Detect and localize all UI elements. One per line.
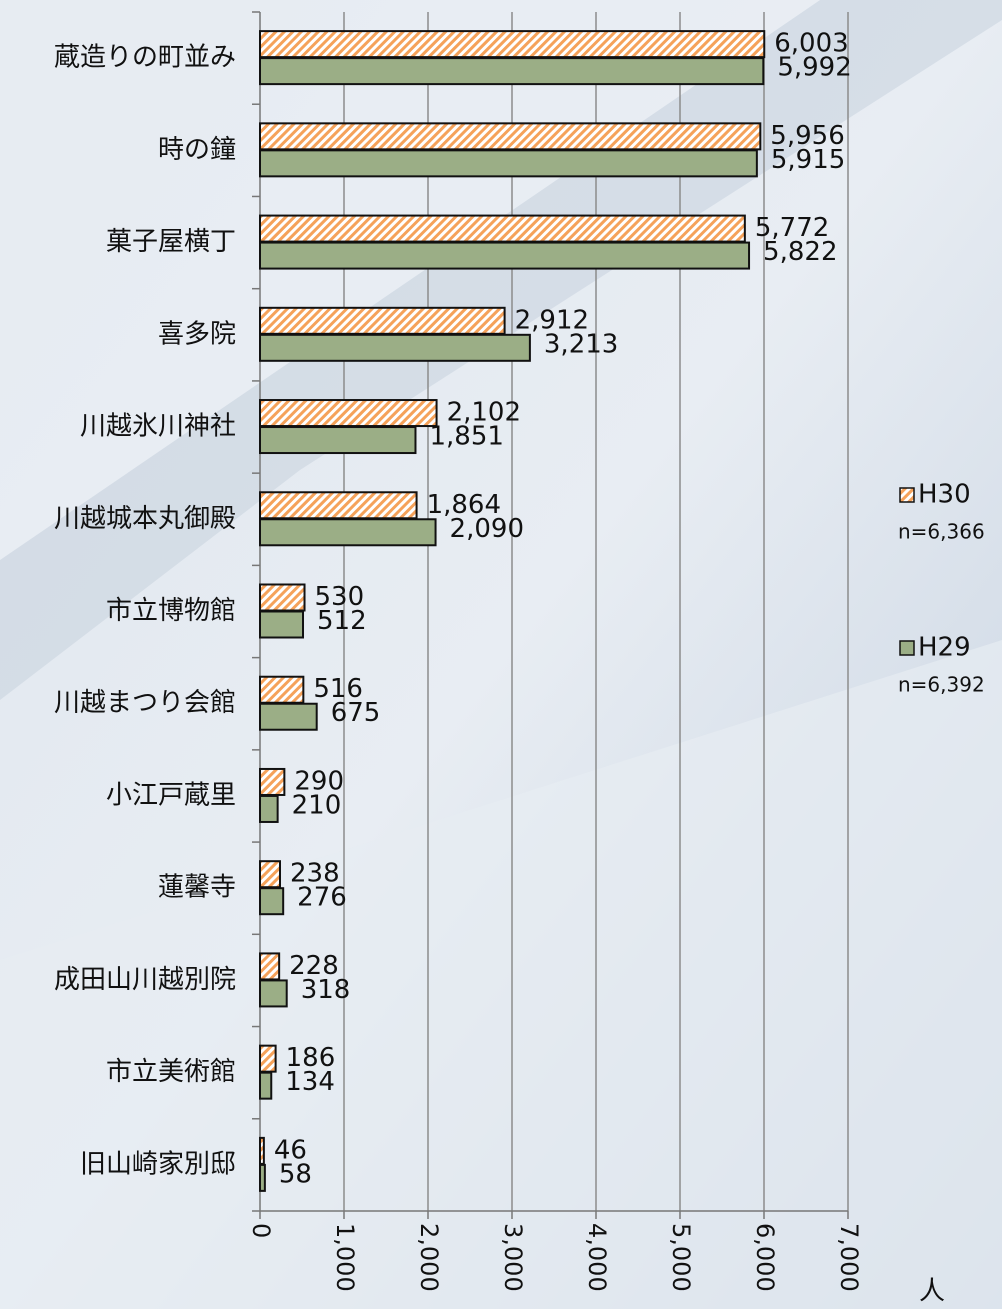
value-label: 46 bbox=[274, 1135, 307, 1165]
value-label: 675 bbox=[331, 698, 381, 728]
y-tick-label: 時の鐘 bbox=[158, 135, 236, 165]
value-label: 6,003 bbox=[774, 29, 848, 59]
bar bbox=[259, 122, 762, 151]
value-label: 516 bbox=[313, 674, 363, 704]
value-label: 228 bbox=[289, 951, 339, 981]
x-tick-label: 1,000 bbox=[331, 1223, 359, 1292]
legend-swatch bbox=[899, 487, 915, 503]
legend-note: n=6,392 bbox=[898, 673, 985, 697]
y-tick-label: 旧山崎家別邸 bbox=[80, 1149, 236, 1179]
value-label: 210 bbox=[292, 790, 342, 820]
bar bbox=[259, 887, 285, 916]
bar bbox=[259, 979, 288, 1008]
value-label: 2,912 bbox=[515, 305, 589, 335]
y-tick-label: 喜多院 bbox=[158, 319, 236, 349]
value-label: 1,851 bbox=[429, 422, 503, 452]
value-label: 134 bbox=[285, 1067, 335, 1097]
x-tick-label: 3,000 bbox=[499, 1223, 527, 1292]
value-label: 3,213 bbox=[544, 329, 618, 359]
y-tick-label: 小江戸蔵里 bbox=[106, 780, 236, 810]
bar bbox=[259, 57, 765, 86]
bar bbox=[259, 1044, 277, 1073]
value-label: 318 bbox=[301, 975, 351, 1005]
value-label: 276 bbox=[297, 883, 347, 913]
bar bbox=[259, 491, 418, 520]
bar bbox=[259, 702, 318, 731]
legend-label: H30 bbox=[918, 480, 971, 510]
value-label: 290 bbox=[294, 766, 344, 796]
y-tick-label: 菓子屋横丁 bbox=[106, 227, 236, 257]
y-tick-label: 蔵造りの町並み bbox=[54, 43, 236, 73]
value-label: 530 bbox=[315, 582, 365, 612]
value-label: 186 bbox=[286, 1043, 336, 1073]
unit-label: 人 bbox=[919, 1277, 945, 1307]
x-tick-label: 7,000 bbox=[835, 1223, 863, 1292]
value-label: 5,956 bbox=[770, 121, 844, 151]
y-tick-label: 川越氷川神社 bbox=[80, 412, 236, 442]
x-tick-label: 2,000 bbox=[415, 1223, 443, 1292]
bar bbox=[259, 149, 758, 178]
value-label: 5,915 bbox=[771, 145, 845, 175]
x-tick-label: 4,000 bbox=[583, 1223, 611, 1292]
x-tick-label: 0 bbox=[247, 1223, 275, 1238]
y-tick-label: 川越城本丸御殿 bbox=[54, 504, 236, 534]
bar bbox=[259, 30, 766, 59]
bar bbox=[259, 214, 746, 243]
y-tick-label: 川越まつり会館 bbox=[54, 688, 236, 718]
x-tick-label: 6,000 bbox=[751, 1223, 779, 1292]
y-tick-label: 市立美術館 bbox=[106, 1057, 236, 1087]
bar bbox=[259, 860, 281, 889]
value-label: 5,822 bbox=[763, 237, 837, 267]
x-tick-label: 5,000 bbox=[667, 1223, 695, 1292]
value-label: 2,102 bbox=[447, 398, 521, 428]
bar bbox=[259, 426, 417, 455]
bar bbox=[259, 241, 751, 270]
y-tick-label: 市立博物館 bbox=[106, 596, 236, 626]
bar bbox=[259, 794, 279, 823]
legend-swatch bbox=[899, 640, 915, 656]
bar bbox=[259, 306, 506, 335]
background-band bbox=[0, 640, 1002, 1309]
value-label: 5,772 bbox=[755, 213, 829, 243]
value-label: 512 bbox=[317, 606, 367, 636]
legend-note: n=6,366 bbox=[898, 520, 985, 544]
y-tick-label: 成田山川越別院 bbox=[54, 965, 236, 995]
bar bbox=[259, 583, 306, 612]
bar bbox=[259, 1163, 266, 1192]
bar bbox=[259, 675, 305, 704]
bar bbox=[259, 610, 305, 639]
bar bbox=[259, 333, 531, 362]
value-label: 238 bbox=[290, 859, 340, 889]
bar bbox=[259, 767, 286, 796]
legend-label: H29 bbox=[918, 633, 971, 663]
bar bbox=[259, 518, 437, 547]
bar bbox=[259, 952, 281, 981]
bar bbox=[259, 1136, 265, 1165]
y-tick-label: 蓮馨寺 bbox=[158, 873, 236, 903]
value-label: 5,992 bbox=[777, 53, 851, 83]
value-label: 2,090 bbox=[450, 514, 524, 544]
value-label: 58 bbox=[279, 1159, 312, 1189]
value-label: 1,864 bbox=[427, 490, 501, 520]
bar bbox=[259, 399, 438, 428]
bar bbox=[259, 1071, 273, 1100]
